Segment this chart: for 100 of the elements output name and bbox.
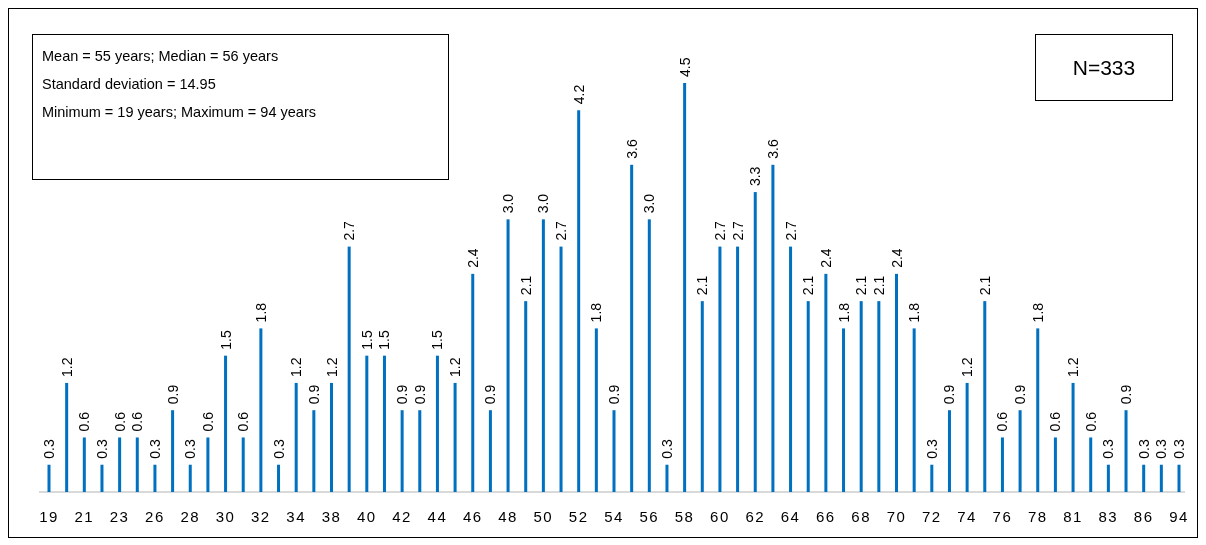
- data-label: 3.0: [641, 193, 658, 214]
- data-label: 2.7: [711, 220, 728, 241]
- x-tick-label: 21: [74, 508, 95, 525]
- data-label: 1.5: [217, 329, 234, 350]
- bar: [965, 382, 969, 492]
- bar: [612, 410, 616, 492]
- x-tick-label: 28: [180, 508, 201, 525]
- bar: [488, 410, 492, 492]
- bar: [524, 301, 528, 492]
- bar: [1177, 464, 1181, 492]
- bar: [453, 382, 457, 492]
- bar: [947, 410, 951, 492]
- bar: [824, 273, 828, 492]
- bar: [312, 410, 316, 492]
- bar: [506, 219, 510, 492]
- data-label: 1.5: [376, 329, 393, 350]
- x-tick-label: 68: [851, 508, 872, 525]
- bar: [806, 301, 810, 492]
- x-tick-label: 30: [215, 508, 236, 525]
- data-label: 0.9: [305, 384, 322, 405]
- bar: [118, 437, 122, 492]
- data-label: 0.3: [270, 439, 287, 459]
- bar: [753, 192, 757, 492]
- x-tick-label: 72: [921, 508, 942, 525]
- data-label: 2.7: [729, 220, 746, 241]
- x-tick-label: 40: [356, 508, 377, 525]
- data-label: 0.3: [923, 439, 940, 459]
- bar: [418, 410, 422, 492]
- bar: [665, 464, 669, 492]
- x-tick-label: 38: [321, 508, 342, 525]
- bar: [789, 246, 793, 492]
- bar: [241, 437, 245, 492]
- data-label: 0.6: [994, 411, 1011, 432]
- bar: [82, 437, 86, 492]
- bar: [736, 246, 740, 492]
- bar: [65, 382, 69, 492]
- annotation: Mean = 55 years; Median = 56 years Standard deviation = 14.95 Minimum = 19 years; Maximum = 94 years: [42, 48, 316, 120]
- bar: [1106, 464, 1110, 492]
- data-label: 0.3: [182, 439, 199, 459]
- bar: [1159, 464, 1163, 492]
- bar: [135, 437, 139, 492]
- x-tick-label: 34: [286, 508, 307, 525]
- bar: [1142, 464, 1146, 492]
- data-label: 2.1: [517, 275, 534, 296]
- data-label: 1.8: [1029, 302, 1046, 323]
- x-tick-label: 23: [109, 508, 130, 525]
- bar: [912, 328, 916, 492]
- x-tick-label: 81: [1063, 508, 1083, 525]
- bar: [559, 246, 563, 492]
- data-label: 2.7: [341, 220, 358, 241]
- bar: [259, 328, 263, 492]
- x-tick-label: 60: [710, 508, 730, 525]
- bar: [1124, 410, 1128, 492]
- data-label: 2.7: [553, 220, 570, 241]
- sample-size-box: N=333: [1035, 34, 1173, 101]
- x-tick-label: 52: [568, 508, 589, 525]
- x-tick-label: 50: [533, 508, 554, 525]
- data-label: 2.1: [800, 275, 817, 296]
- x-tick-label: 26: [145, 508, 165, 525]
- data-label: 0.6: [235, 411, 252, 432]
- data-label: 2.1: [853, 275, 870, 296]
- bar: [983, 301, 987, 492]
- data-label: 0.3: [146, 439, 163, 459]
- data-label: 1.2: [288, 357, 305, 377]
- x-tick-label: 86: [1133, 508, 1154, 525]
- bar: [47, 464, 51, 492]
- data-label: 0.6: [1082, 411, 1099, 432]
- data-label: 0.6: [1047, 411, 1064, 432]
- data-label: 4.5: [676, 57, 693, 77]
- bar: [206, 437, 210, 492]
- x-tick-label: 62: [745, 508, 766, 525]
- bar: [347, 246, 351, 492]
- data-label: 0.9: [411, 384, 428, 405]
- bar: [895, 273, 898, 492]
- bar: [435, 355, 439, 492]
- x-tick-label: 48: [498, 508, 518, 525]
- bar: [471, 273, 475, 492]
- x-tick-label: 44: [427, 508, 448, 525]
- data-label: 0.6: [76, 411, 93, 432]
- bar: [630, 164, 634, 492]
- x-tick-label: 54: [604, 508, 624, 525]
- data-label: 3.6: [623, 139, 640, 159]
- x-tick-label: 74: [957, 508, 977, 525]
- data-label: 1.2: [447, 357, 464, 377]
- bar: [700, 301, 704, 492]
- bar: [1089, 437, 1093, 492]
- x-tick-label: 42: [392, 508, 412, 525]
- bar: [594, 328, 598, 492]
- data-label: 2.1: [694, 275, 711, 296]
- data-label: 1.8: [252, 302, 269, 323]
- bar: [859, 301, 863, 492]
- data-label: 2.4: [888, 248, 905, 268]
- data-label: 0.9: [394, 384, 411, 405]
- x-tick-label: 76: [992, 508, 1013, 525]
- data-label: 1.5: [358, 329, 375, 350]
- data-label: 0.9: [1012, 384, 1029, 405]
- bar: [1018, 410, 1022, 492]
- data-label: 0.6: [199, 411, 216, 432]
- data-label: 2.1: [976, 275, 993, 296]
- data-label: 1.8: [835, 302, 852, 323]
